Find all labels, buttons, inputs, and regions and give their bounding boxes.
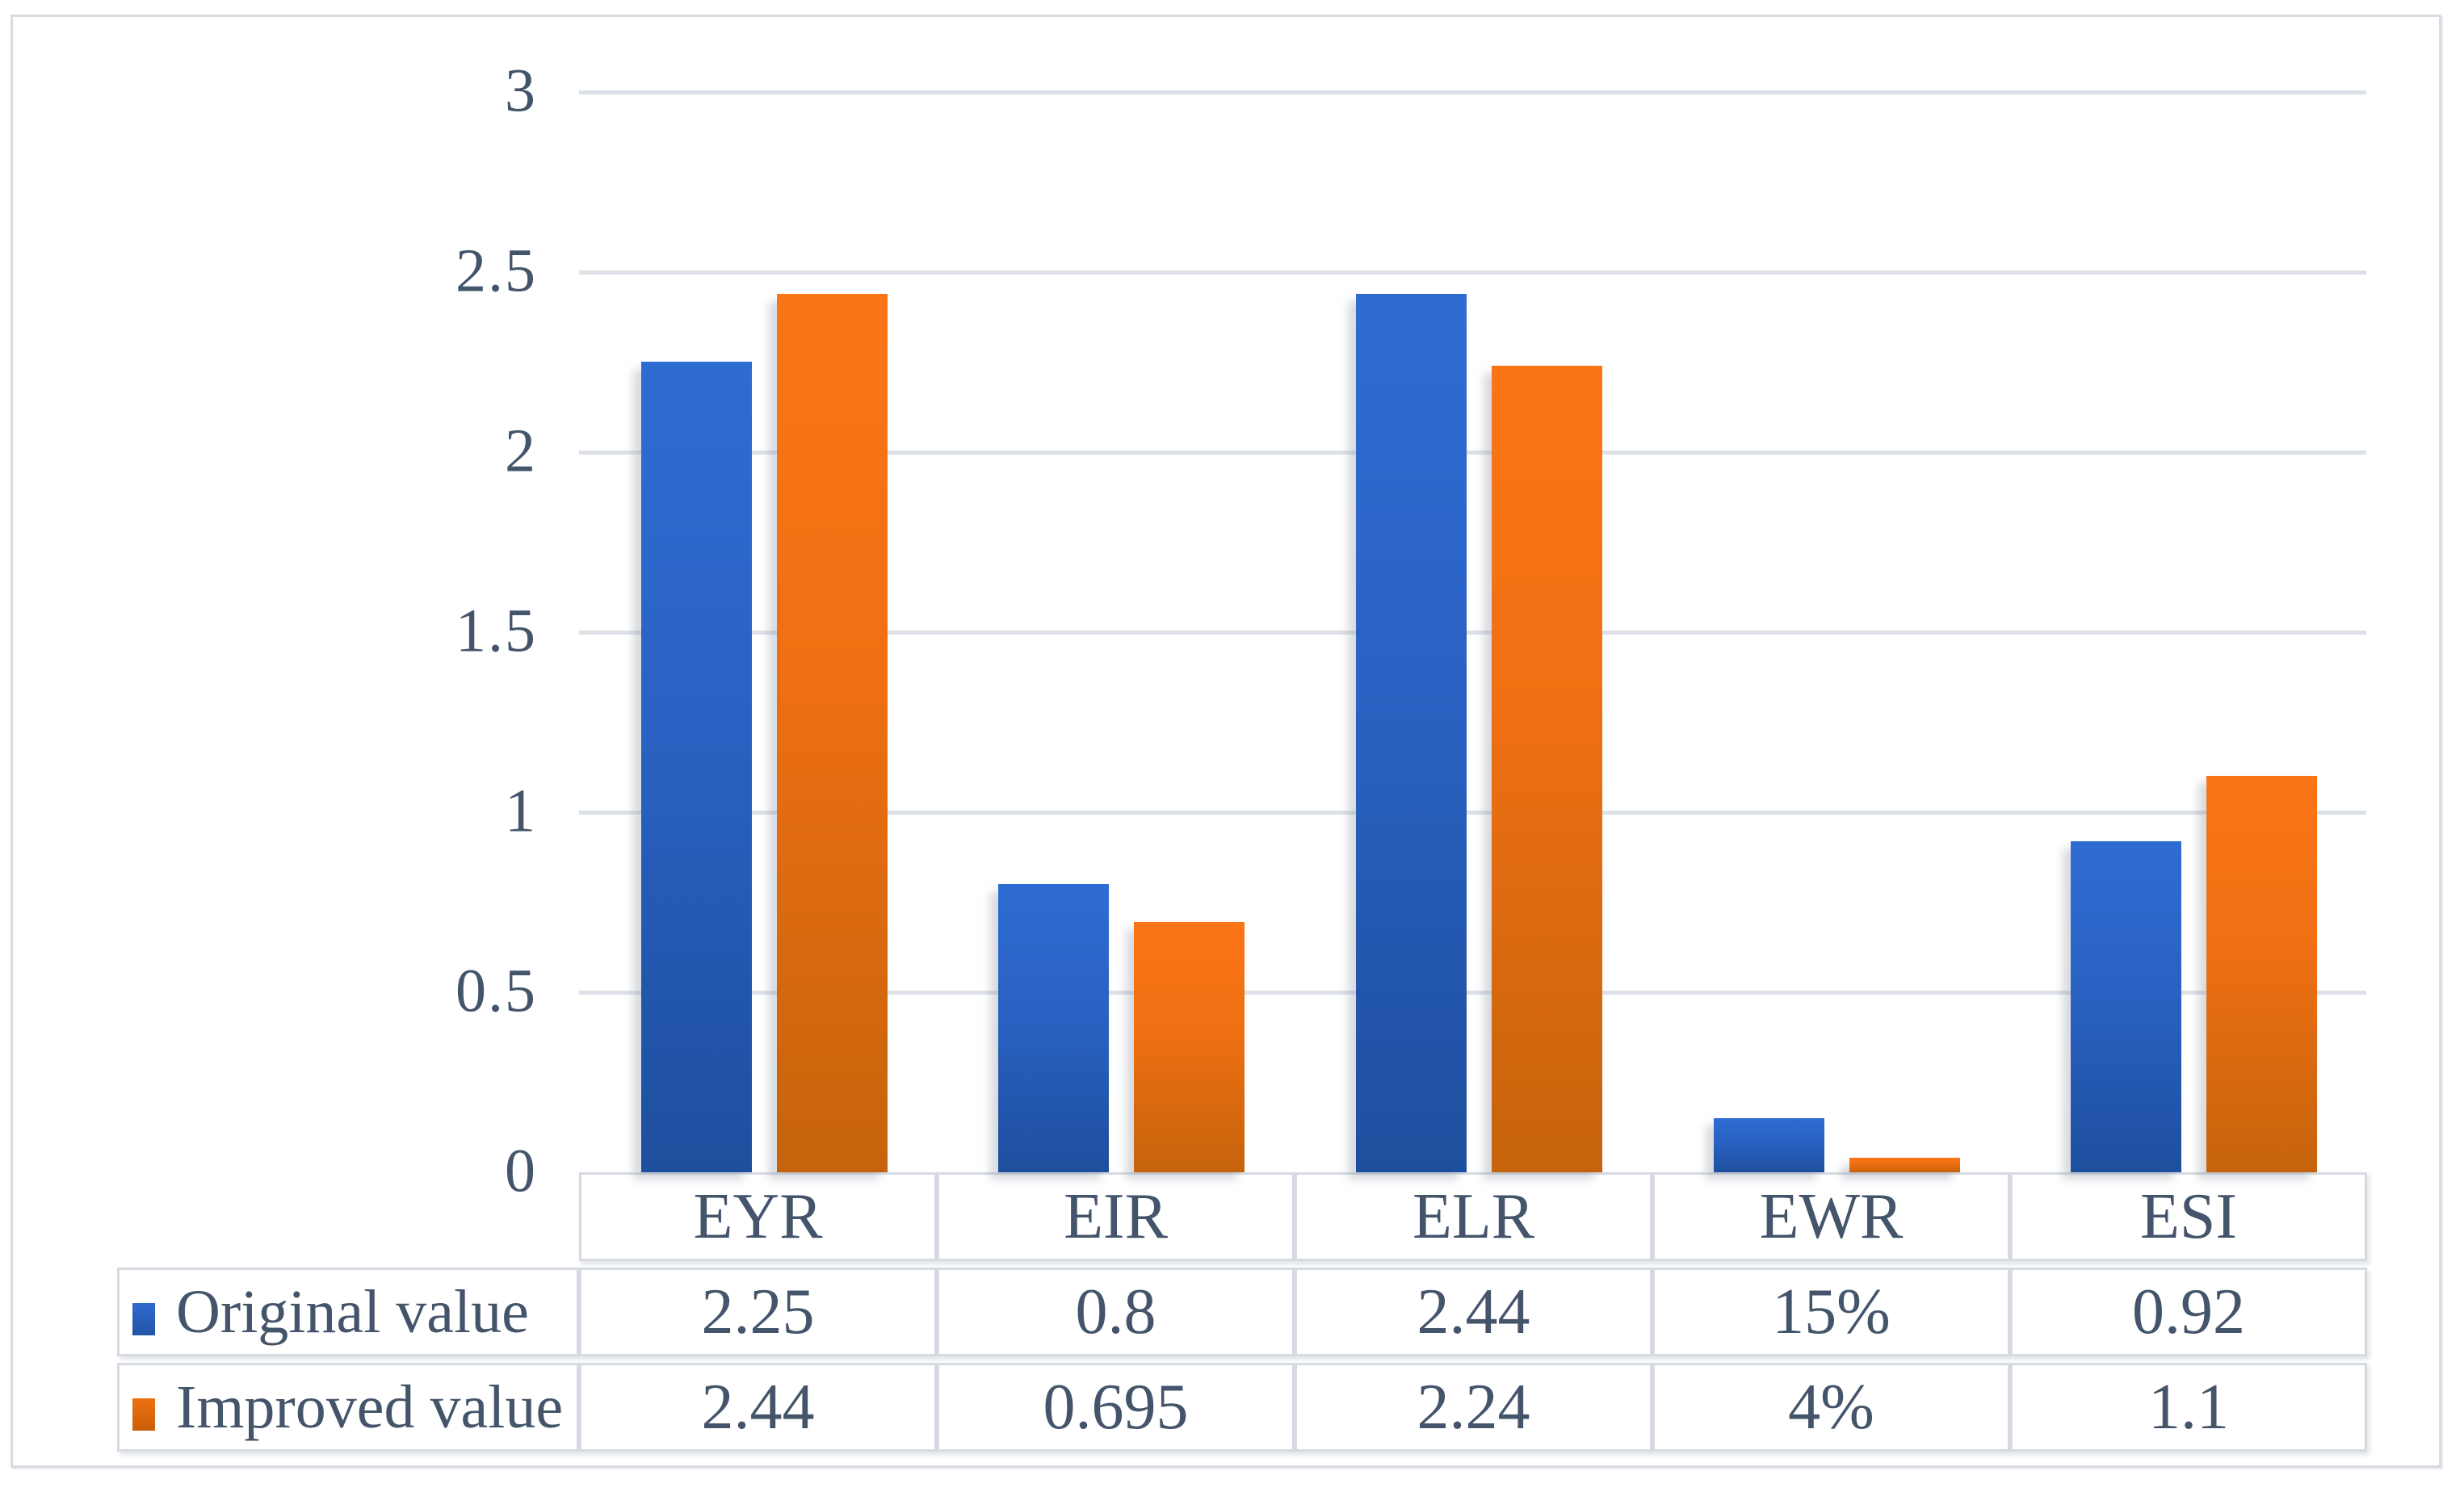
y-axis-tick-label: 2.5 [455, 237, 537, 305]
y-axis-tick-label: 1 [505, 777, 537, 845]
value-original-3: 15% [1652, 1268, 2010, 1356]
y-gridline [579, 451, 2366, 455]
figure-border [10, 15, 2441, 1468]
bar-original-eyr [641, 362, 752, 1172]
value-improved-1: 0.695 [937, 1363, 1295, 1452]
y-axis-tick-label: 0.5 [455, 957, 537, 1025]
bar-original-ewr [1714, 1118, 1824, 1172]
category-row: EYR EIR ELR EWR ESI [117, 1172, 2367, 1261]
y-axis-tick-label: 3 [505, 57, 537, 125]
legend-label-improved: Improved value [176, 1373, 564, 1441]
bar-original-elr [1356, 294, 1467, 1172]
bar-original-esi [2071, 841, 2181, 1172]
y-gridline [579, 811, 2366, 815]
y-axis-tick-label: 2 [505, 417, 537, 485]
category-header-2: ELR [1295, 1172, 1652, 1261]
bar-improved-esi [2206, 776, 2317, 1172]
legend-swatch-improved [132, 1398, 155, 1431]
bar-improved-eir [1134, 922, 1245, 1172]
series-row-improved: Improved value 2.44 0.695 2.24 4% 1.1 [117, 1363, 2367, 1452]
value-improved-2: 2.24 [1295, 1363, 1652, 1452]
category-header-1: EIR [937, 1172, 1295, 1261]
bar-improved-elr [1492, 366, 1602, 1172]
y-axis-tick-label: 1.5 [455, 597, 537, 665]
y-gridline [579, 991, 2366, 995]
legend-item-original: Original value [117, 1268, 579, 1356]
y-gridline [579, 631, 2366, 635]
category-header-4: ESI [2010, 1172, 2367, 1261]
data-table: EYR EIR ELR EWR ESI Original value 2.25 … [117, 1166, 2367, 1458]
value-original-0: 2.25 [579, 1268, 937, 1356]
category-header-3: EWR [1652, 1172, 2010, 1261]
value-improved-3: 4% [1652, 1363, 2010, 1452]
value-original-4: 0.92 [2010, 1268, 2367, 1356]
bar-original-eir [998, 884, 1109, 1172]
value-improved-4: 1.1 [2010, 1363, 2367, 1452]
bar-improved-eyr [777, 294, 888, 1172]
bar-improved-ewr [1849, 1158, 1960, 1172]
y-gridline [579, 90, 2366, 94]
legend-item-improved: Improved value [117, 1363, 579, 1452]
value-original-2: 2.44 [1295, 1268, 1652, 1356]
legend-label-original: Original value [176, 1277, 529, 1346]
value-original-1: 0.8 [937, 1268, 1295, 1356]
category-header-0: EYR [579, 1172, 937, 1261]
series-row-original: Original value 2.25 0.8 2.44 15% 0.92 [117, 1268, 2367, 1356]
legend-swatch-original [132, 1302, 155, 1335]
value-improved-0: 2.44 [579, 1363, 937, 1452]
y-gridline [579, 270, 2366, 275]
y-axis-tick-label: 0 [505, 1137, 537, 1205]
